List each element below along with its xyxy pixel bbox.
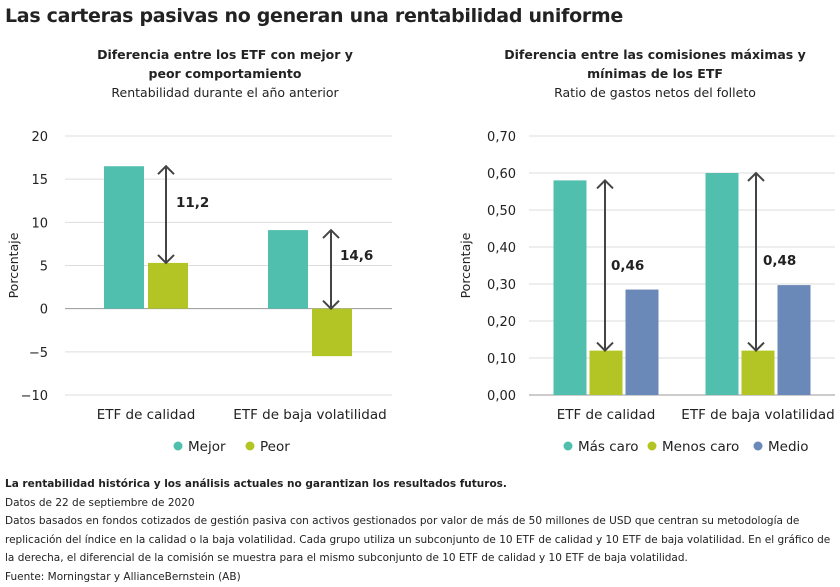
left-chart-title: Diferencia entre los ETF con mejor y peo… [40, 45, 410, 102]
arrow-head-up [157, 164, 175, 175]
difference-label: 0,48 [763, 253, 796, 269]
y-tick-label: −5 [29, 346, 48, 361]
legend-marker [647, 441, 657, 451]
legend-marker [753, 441, 763, 451]
disclaimer: La rentabilidad histórica y los análisis… [5, 478, 507, 490]
difference-label: 0,46 [611, 258, 644, 274]
bar-más-caro [705, 173, 739, 395]
methodology-note: Datos basados en fondos cotizados de ges… [5, 515, 831, 564]
arrow-head-up [747, 171, 765, 182]
y-tick-label: 0 [40, 303, 48, 318]
y-tick-label: 0,60 [487, 167, 516, 182]
bar-menos-caro [589, 350, 623, 395]
x-category-label: ETF de baja volatilidad [681, 407, 834, 423]
y-tick-label: 0,70 [487, 130, 516, 145]
bar-peor [148, 262, 188, 309]
arrow-head-down [157, 254, 175, 265]
bar-mejor [268, 230, 308, 309]
page-title: Las carteras pasivas no generan una rent… [5, 5, 623, 27]
bar-mejor [104, 166, 144, 309]
y-axis-label: Porcentaje [6, 232, 21, 298]
left-title-line-1: Diferencia entre los ETF con mejor y [97, 47, 353, 62]
bar-peor [312, 308, 352, 357]
legend-marker [245, 441, 255, 451]
bar-medio [777, 285, 811, 395]
source: Fuente: Morningstar y AllianceBernstein … [5, 570, 241, 583]
charts-canvas: 20 15 10 5 0 −5 −10 Porcentaje ETF de calidad 11,… [6, 130, 835, 455]
y-tick-label: 0,30 [487, 278, 516, 293]
legend-label: Medio [768, 439, 809, 455]
data-date: Datos de 22 de septiembre de 2020 [5, 496, 195, 509]
arrow-head-up [596, 178, 614, 190]
x-category-label: ETF de calidad [557, 407, 656, 423]
legend-label: Menos caro [662, 439, 739, 455]
y-tick-label: 0,00 [487, 389, 516, 404]
left-title-line-2: peor comportamiento [148, 66, 302, 81]
y-tick-label: 0,10 [487, 352, 516, 367]
x-category-label: ETF de baja volatilidad [233, 407, 386, 423]
legend-label: Peor [260, 439, 290, 455]
legend-label: Más caro [578, 439, 638, 455]
bar-más-caro [553, 180, 587, 395]
arrow-head-down [596, 341, 614, 353]
difference-label: 14,6 [340, 248, 373, 264]
bar-medio [625, 289, 659, 395]
legend-marker [173, 441, 183, 451]
y-tick-label: 15 [31, 173, 48, 188]
y-tick-label: −10 [21, 389, 48, 404]
y-tick-label: 5 [40, 260, 48, 275]
arrow-head-up [322, 228, 340, 239]
right-subtitle: Ratio de gastos netos del folleto [554, 85, 756, 100]
y-tick-label: 0,20 [487, 315, 516, 330]
right-chart-title: Diferencia entre las comisiones máximas … [470, 45, 840, 102]
y-tick-label: 10 [31, 216, 48, 231]
difference-label: 11,2 [176, 195, 209, 211]
y-tick-label: 0,40 [487, 241, 516, 256]
right-title-line-2: mínimas de los ETF [587, 66, 723, 81]
y-axis-label: Porcentaje [458, 232, 473, 298]
bar-menos-caro [741, 350, 775, 395]
legend-marker [563, 441, 573, 451]
right-title-line-1: Diferencia entre las comisiones máximas … [504, 47, 806, 62]
y-tick-label: 20 [31, 130, 48, 145]
y-tick-label: 0,50 [487, 204, 516, 219]
legend-label: Mejor [188, 439, 226, 455]
x-category-label: ETF de calidad [97, 407, 196, 423]
arrow-head-down [322, 299, 340, 311]
arrow-head-down [747, 341, 765, 353]
footnotes: La rentabilidad histórica y los análisis… [5, 475, 835, 586]
left-subtitle: Rentabilidad durante el año anterior [111, 85, 339, 100]
